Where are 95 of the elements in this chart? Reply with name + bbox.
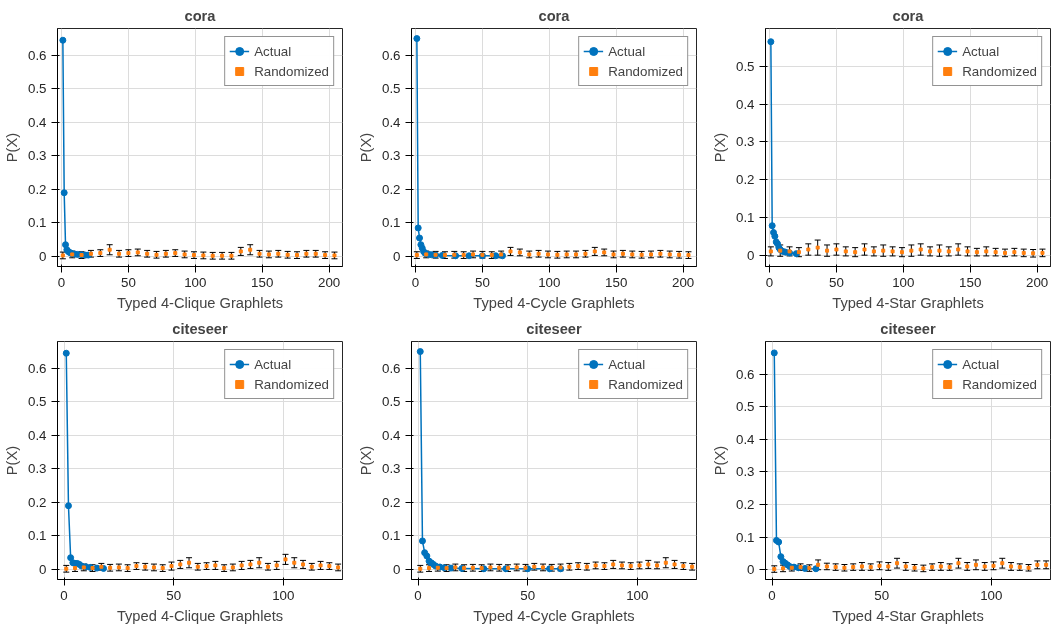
- y-tick-label: 0.3: [381, 148, 401, 164]
- legend-label: Randomized: [962, 376, 1037, 392]
- x-axis-title: Typed 4-Star Graphlets: [832, 607, 984, 624]
- y-tick-label: 0.6: [735, 366, 755, 382]
- y-tick-label: 0.2: [381, 181, 401, 197]
- y-tick-label: 0.1: [27, 528, 47, 544]
- x-tick-label: 0: [411, 274, 420, 290]
- y-tick-label: 0.1: [381, 215, 401, 231]
- x-tick-label: 50: [874, 587, 890, 603]
- x-tick-label: 150: [251, 274, 274, 290]
- x-tick-label: 100: [538, 274, 561, 290]
- x-axis-title: Typed 4-Cycle Graphlets: [473, 607, 635, 624]
- x-tick-label: 0: [765, 274, 774, 290]
- y-tick-label: 0.3: [27, 461, 47, 477]
- y-tick-label: 0.5: [27, 81, 47, 97]
- x-tick-label: 100: [626, 587, 649, 603]
- y-tick-label: 0: [393, 561, 401, 577]
- y-tick-label: 0: [393, 248, 401, 264]
- x-tick-label: 50: [520, 587, 536, 603]
- x-axis-title: Typed 4-Clique Graphlets: [116, 607, 284, 624]
- y-tick-label: 0.6: [381, 360, 401, 376]
- x-axis-title: Typed 4-Star Graphlets: [832, 294, 984, 311]
- chart-title: cora: [184, 7, 217, 24]
- y-tick-label: 0.3: [27, 148, 47, 164]
- y-tick-label: 0.1: [27, 215, 47, 231]
- x-tick-label: 0: [60, 587, 68, 603]
- legend-label: Randomized: [254, 63, 329, 79]
- y-tick-label: 0.2: [381, 494, 401, 510]
- y-tick-label: 0.5: [381, 394, 401, 410]
- y-tick-label: 0.1: [735, 209, 755, 225]
- x-tick-label: 200: [318, 274, 341, 290]
- y-axis-title: P(X): [3, 132, 20, 163]
- x-tick-label: 200: [672, 274, 695, 290]
- legend-label: Randomized: [608, 63, 683, 79]
- y-tick-label: 0.5: [735, 58, 755, 74]
- y-tick-label: 0.4: [735, 96, 756, 112]
- x-tick-label: 100: [980, 587, 1003, 603]
- x-tick-label: 50: [829, 274, 844, 290]
- y-tick-label: 0: [39, 561, 47, 577]
- x-axis-title: Typed 4-Cycle Graphlets: [473, 294, 635, 311]
- legend-label: Actual: [962, 43, 1000, 59]
- x-tick-label: 100: [892, 274, 915, 290]
- y-tick-label: 0.6: [381, 47, 401, 63]
- y-tick-label: 0.4: [381, 114, 402, 130]
- x-tick-label: 50: [475, 274, 490, 290]
- legend-label: Randomized: [608, 376, 683, 392]
- x-tick-label: 150: [605, 274, 628, 290]
- y-tick-label: 0.2: [27, 494, 47, 510]
- y-axis-title: P(X): [711, 445, 728, 476]
- y-tick-label: 0.5: [27, 394, 47, 410]
- chart-title: cora: [538, 7, 571, 24]
- y-tick-label: 0.1: [735, 529, 755, 545]
- y-tick-label: 0.6: [27, 360, 47, 376]
- y-axis-title: P(X): [357, 445, 374, 476]
- y-tick-label: 0.2: [735, 172, 755, 188]
- x-tick-label: 200: [1026, 274, 1049, 290]
- y-tick-label: 0: [747, 247, 755, 263]
- x-tick-label: 150: [959, 274, 982, 290]
- legend-label: Actual: [608, 43, 646, 59]
- y-tick-label: 0.3: [381, 461, 401, 477]
- y-tick-label: 0.2: [735, 497, 755, 513]
- y-tick-label: 0.4: [735, 431, 756, 447]
- legend-label: Randomized: [254, 376, 329, 392]
- x-tick-label: 0: [57, 274, 66, 290]
- chart-title: citeseer: [880, 320, 936, 337]
- x-tick-label: 100: [184, 274, 207, 290]
- y-tick-label: 0.3: [735, 134, 755, 150]
- legend-label: Actual: [254, 43, 292, 59]
- y-axis-title: P(X): [3, 445, 20, 476]
- y-tick-label: 0: [39, 248, 47, 264]
- y-tick-label: 0.4: [381, 427, 402, 443]
- y-tick-label: 0.5: [735, 399, 755, 415]
- x-axis-title: Typed 4-Clique Graphlets: [116, 294, 284, 311]
- x-tick-label: 50: [166, 587, 182, 603]
- chart-title: cora: [892, 7, 925, 24]
- y-tick-label: 0.4: [27, 114, 48, 130]
- legend-label: Actual: [254, 356, 292, 372]
- y-tick-label: 0.3: [735, 464, 755, 480]
- chart-title: citeseer: [526, 320, 582, 337]
- y-tick-label: 0.5: [381, 81, 401, 97]
- y-tick-label: 0.6: [27, 47, 47, 63]
- x-tick-label: 50: [121, 274, 136, 290]
- legend-label: Actual: [962, 356, 1000, 372]
- x-tick-label: 0: [414, 587, 422, 603]
- x-tick-label: 0: [768, 587, 776, 603]
- y-tick-label: 0.2: [27, 181, 47, 197]
- legend-label: Randomized: [962, 63, 1037, 79]
- y-tick-label: 0.4: [27, 427, 48, 443]
- legend-label: Actual: [608, 356, 646, 372]
- y-tick-label: 0.1: [381, 528, 401, 544]
- y-tick-label: 0: [747, 562, 755, 578]
- x-tick-label: 100: [272, 587, 295, 603]
- y-axis-title: P(X): [711, 132, 728, 163]
- chart-title: citeseer: [172, 320, 228, 337]
- y-axis-title: P(X): [357, 132, 374, 163]
